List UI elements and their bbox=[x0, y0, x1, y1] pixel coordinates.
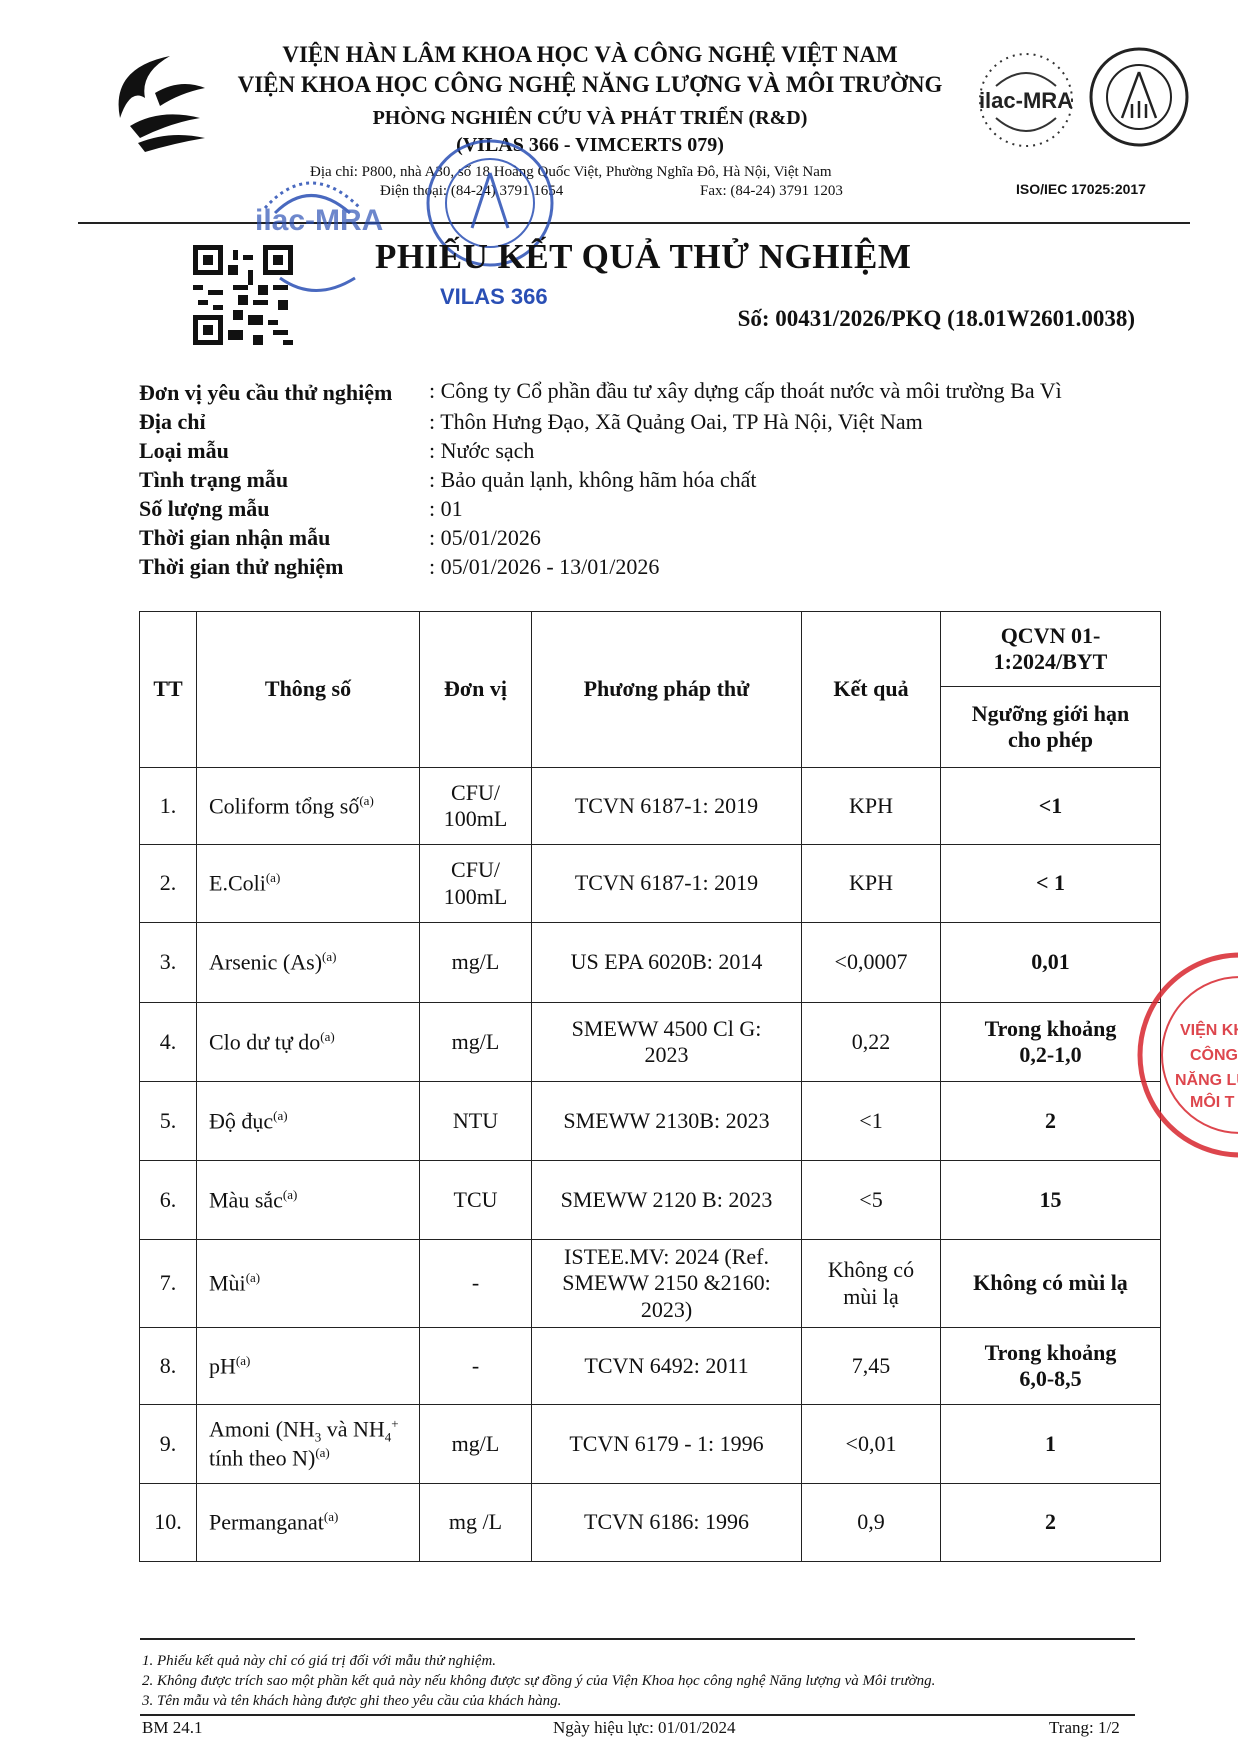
table-row: 7. Mùi(a) - ISTEE.MV: 2024 (Ref. SMEWW 2150… bbox=[139, 1239, 1161, 1328]
vilas-stamp-label: VILAS 366 bbox=[440, 284, 548, 309]
col-header-standard: QCVN 01-1:2024/BYT bbox=[940, 611, 1161, 687]
note-1: 1. Phiếu kết quả này chỉ có giá trị đối … bbox=[142, 1653, 497, 1669]
svg-text:CÔNG: CÔNG bbox=[1190, 1045, 1238, 1064]
col-header-param: Thông số bbox=[196, 611, 420, 768]
footer-divider bbox=[140, 1638, 1135, 1640]
table-row: 5. Độ đục(a) NTU SMEWW 2130B: 2023 <1 2 bbox=[139, 1081, 1161, 1161]
table-row: 6. Màu sắc(a) TCU SMEWW 2120 B: 2023 <5 15 bbox=[139, 1160, 1161, 1240]
header-phone: Điện thoại: (84-24) 3791 1654 bbox=[380, 183, 564, 199]
svg-text:MÔI T: MÔI T bbox=[1190, 1092, 1235, 1111]
table-row: 1. Coliform tổng số(a) CFU/ 100mL TCVN 6187… bbox=[139, 767, 1161, 845]
table-row: 4. Clo dư tự do(a) mg/L SMEWW 4500 Cl G: 20… bbox=[139, 1002, 1161, 1082]
iso-standard: ISO/IEC 17025:2017 bbox=[1016, 181, 1146, 197]
svg-text:ilac-MRA: ilac-MRA bbox=[979, 88, 1073, 113]
table-row: 9. Amoni (NH3 và NH4+ tính theo N)(a) mg/L… bbox=[139, 1404, 1161, 1484]
col-header-unit: Đơn vị bbox=[419, 611, 532, 768]
red-institute-stamp: VIỆN KH CÔNG NĂNG LƯ MÔI T bbox=[1137, 952, 1238, 1158]
header-divider bbox=[78, 222, 1190, 224]
institute-logo bbox=[118, 56, 205, 152]
page-number: Trang: 1/2 bbox=[1049, 1718, 1120, 1737]
table-row: 3. Arsenic (As)(a) mg/L US EPA 6020B: 2014 <… bbox=[139, 922, 1161, 1003]
document-number: Số: 00431/2026/PKQ (18.01W2601.0038) bbox=[737, 306, 1135, 331]
vilas-stamp: ilac-MRA bbox=[255, 139, 554, 292]
footer-bottom-divider bbox=[140, 1714, 1135, 1716]
svg-text:ilac-MRA: ilac-MRA bbox=[255, 204, 383, 237]
header-academy: VIỆN HÀN LÂM KHOA HỌC VÀ CÔNG NGHỆ VIỆT … bbox=[282, 42, 898, 67]
bureau-accreditation-logo bbox=[1089, 47, 1189, 147]
table-row: 8. pH(a) - TCVN 6492: 2011 7,45 Trong khoảng … bbox=[139, 1327, 1161, 1405]
header-fax: Fax: (84-24) 3791 1203 bbox=[700, 183, 843, 199]
col-header-method: Phương pháp thử bbox=[531, 611, 802, 768]
qr-code bbox=[193, 245, 293, 345]
svg-text:NĂNG LƯ: NĂNG LƯ bbox=[1175, 1070, 1238, 1089]
ilac-mra-logo: ilac-MRA bbox=[979, 53, 1073, 147]
note-3: 3. Tên mẫu và tên khách hàng được ghi th… bbox=[142, 1693, 562, 1709]
col-header-limit: Ngưỡng giới hạn cho phép bbox=[940, 686, 1161, 768]
note-2: 2. Không được trích sao một phần kết quả… bbox=[142, 1673, 936, 1689]
form-code: BM 24.1 bbox=[142, 1718, 203, 1737]
col-header-tt: TT bbox=[139, 611, 197, 768]
results-table: TT Thông số Đơn vị Phương pháp thử Kết q… bbox=[139, 611, 1161, 1562]
table-row: 2. E.Coli(a) CFU/ 100mL TCVN 6187-1: 2019 KP… bbox=[139, 844, 1161, 923]
col-header-result: Kết quả bbox=[801, 611, 941, 768]
effective-date: Ngày hiệu lực: 01/01/2024 bbox=[553, 1718, 736, 1737]
header-institute: VIỆN KHOA HỌC CÔNG NGHỆ NĂNG LƯỢNG VÀ MÔ… bbox=[237, 72, 943, 97]
svg-text:VIỆN KH: VIỆN KH bbox=[1180, 1020, 1238, 1039]
document-title: PHIẾU KẾT QUẢ THỬ NGHIỆM bbox=[375, 237, 912, 276]
header-department: PHÒNG NGHIÊN CỨU VÀ PHÁT TRIỂN (R&D) bbox=[372, 107, 808, 129]
table-row: 10. Permanganat(a) mg /L TCVN 6186: 1996 0,9… bbox=[139, 1483, 1161, 1562]
